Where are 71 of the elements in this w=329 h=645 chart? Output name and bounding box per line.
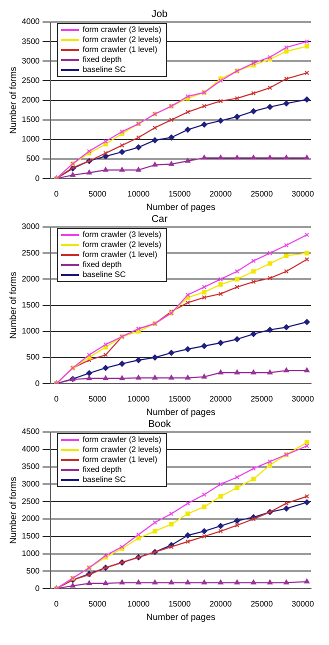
x-tick-label: 25000	[250, 600, 274, 609]
chart-title: Car	[151, 214, 168, 225]
legend-label: fixed depth	[82, 260, 122, 270]
x-tick-label: 5000	[88, 600, 107, 609]
y-tick-label: 1000	[22, 134, 40, 144]
chart-title: Job	[151, 8, 168, 20]
y-tick-label: 0	[35, 584, 40, 593]
y-axis-title: Number of forms	[8, 476, 18, 544]
x-tick-label: 0	[54, 394, 60, 404]
x-tick-label: 20000	[210, 600, 232, 609]
y-tick-label: 1500	[22, 300, 40, 310]
y-axis-title: Number of forms	[8, 66, 18, 134]
x-tick-label: 0	[54, 190, 60, 199]
y-tick-label: 0	[35, 174, 40, 183]
chart-title: Book	[148, 418, 172, 430]
legend-label: form crawler (3 levels)	[82, 435, 162, 445]
legend-label: baseline SC	[82, 270, 126, 280]
y-tick-label: 2000	[22, 514, 40, 524]
x-tick-label: 5000	[88, 394, 107, 404]
x-axis-title: Number of pages	[146, 612, 216, 622]
legend-label: form crawler (2 levels)	[82, 445, 162, 455]
y-tick-label: 4000	[22, 17, 40, 26]
legend-label: form crawler (2 levels)	[82, 240, 162, 250]
x-tick-label: 10000	[127, 394, 150, 404]
x-tick-label: 30000	[292, 600, 314, 609]
x-tick-label: 15000	[168, 394, 192, 404]
y-tick-label: 500	[26, 566, 40, 576]
x-tick-label: 5000	[88, 190, 107, 199]
y-tick-label: 500	[26, 352, 40, 362]
x-tick-label: 0	[54, 600, 60, 609]
y-tick-label: 2500	[22, 76, 40, 85]
legend-label: form crawler (3 levels)	[82, 230, 162, 240]
y-tick-label: 4500	[22, 427, 40, 436]
y-tick-label: 3000	[22, 56, 40, 66]
y-tick-label: 3500	[22, 36, 40, 46]
y-tick-label: 1000	[22, 549, 40, 558]
y-tick-label: 2000	[22, 274, 40, 284]
x-tick-label: 30000	[292, 394, 314, 404]
x-tick-label: 10000	[127, 600, 150, 609]
legend-label: form crawler (3 levels)	[82, 25, 162, 35]
y-tick-label: 0	[35, 378, 40, 388]
x-tick-label: 10000	[127, 190, 150, 199]
x-tick-label: 20000	[210, 190, 232, 199]
y-tick-label: 500	[26, 154, 40, 164]
legend-label: fixed depth	[82, 465, 122, 475]
x-axis-title: Number of pages	[146, 202, 216, 212]
y-tick-label: 3500	[22, 462, 40, 472]
y-tick-label: 1000	[22, 326, 40, 336]
y-tick-label: 2500	[22, 248, 40, 258]
x-tick-label: 25000	[250, 394, 274, 404]
y-tick-label: 3000	[22, 222, 40, 232]
y-tick-label: 2500	[22, 496, 40, 506]
legend-label: fixed depth	[82, 55, 122, 65]
y-tick-label: 1500	[22, 532, 40, 541]
x-tick-label: 20000	[210, 394, 232, 404]
legend-label: baseline SC	[82, 475, 126, 485]
x-axis-title: Number of pages	[146, 407, 216, 418]
x-tick-label: 25000	[250, 190, 274, 199]
y-tick-label: 3000	[22, 479, 40, 488]
y-axis-title: Number of forms	[8, 271, 18, 339]
y-tick-label: 4000	[22, 444, 40, 454]
legend-label: form crawler (1 level)	[82, 45, 158, 55]
legend-label: baseline SC	[82, 65, 126, 75]
x-tick-label: 30000	[292, 190, 314, 199]
legend-label: form crawler (2 levels)	[82, 35, 162, 45]
x-tick-label: 15000	[168, 600, 192, 609]
y-tick-label: 1500	[22, 115, 40, 124]
legend-label: form crawler (1 level)	[82, 455, 158, 465]
y-tick-label: 2000	[22, 96, 40, 105]
legend-label: form crawler (1 level)	[82, 250, 158, 260]
x-tick-label: 15000	[168, 190, 192, 199]
